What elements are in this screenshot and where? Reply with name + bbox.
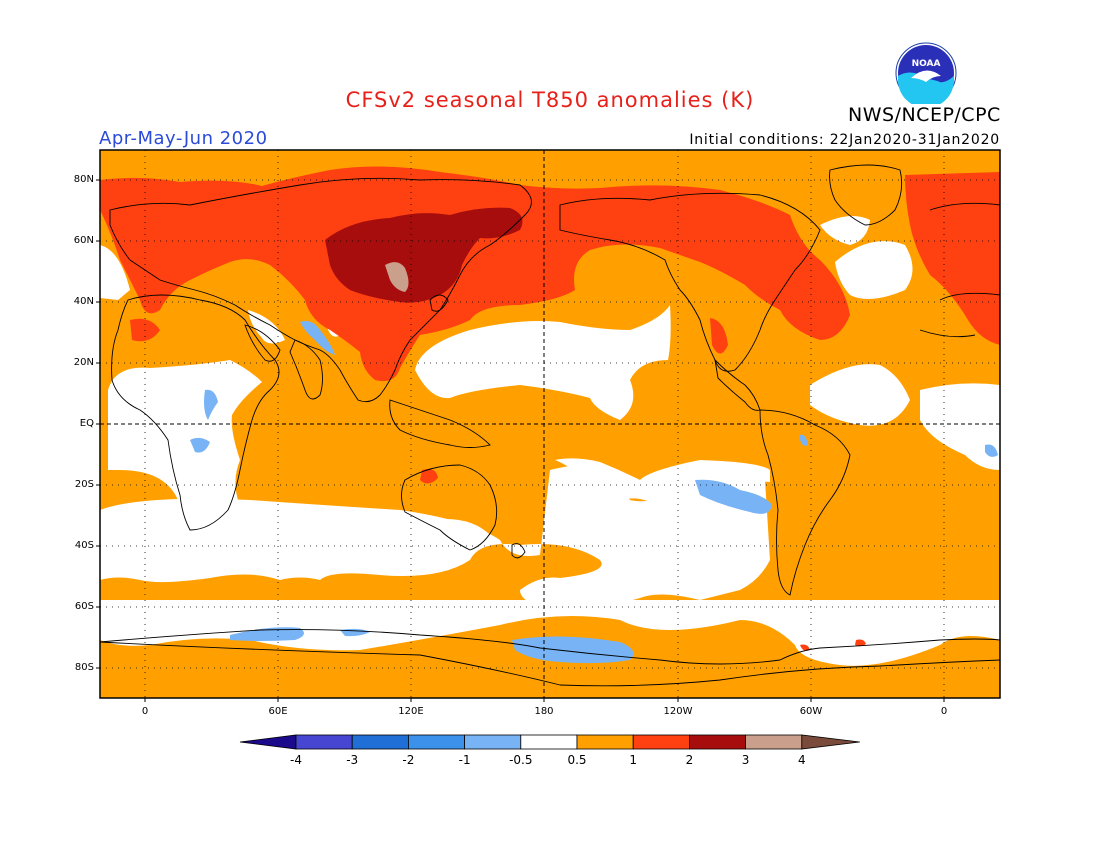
lon-label-180: 180: [534, 706, 554, 717]
graticule: [100, 150, 1000, 698]
colorbar-arrow-low: [239, 734, 297, 750]
colorbar-segment: [520, 734, 578, 750]
axis-ticks: [96, 179, 945, 702]
lat-label-eq: EQ: [79, 418, 94, 429]
noaa-logo-text: NOAA: [912, 59, 941, 69]
initial-conditions-label: Initial conditions: 22Jan2020-31Jan2020: [689, 132, 1000, 148]
colorbar-segment: [632, 734, 690, 750]
colorbar-tick-label: -3: [346, 753, 359, 767]
colorbar-tick-label: 2: [685, 753, 694, 767]
colorbar-tick-label: 0.5: [567, 753, 587, 767]
anomaly-field-cool1: [190, 321, 998, 664]
lat-label-80s: 80S: [74, 662, 94, 673]
colorbar-tick-label: -4: [290, 753, 302, 767]
colorbar-segment: [689, 734, 747, 750]
map-title: CFSv2 seasonal T850 anomalies (K): [345, 88, 755, 112]
colorbar-segment: [464, 734, 522, 750]
lon-label-120e: 120E: [398, 706, 424, 717]
lat-label-80n: 80N: [73, 174, 94, 185]
lon-label-60e: 60E: [268, 706, 288, 717]
colorbar-tick-label: -2: [402, 753, 415, 767]
anomaly-field-warm3: [325, 207, 523, 303]
equator-dateline: [100, 150, 1000, 698]
colorbar-segment: [407, 734, 465, 750]
lat-label-60n: 60N: [73, 235, 94, 246]
colorbar-segment: [576, 734, 634, 750]
coastlines: [100, 164, 1000, 687]
colorbar-tick-label: -1: [458, 753, 471, 767]
colorbar-segment: [351, 734, 409, 750]
lat-label-20n: 20N: [73, 357, 94, 368]
colorbar-tick-label: 1: [629, 753, 637, 767]
colorbar-segment: [295, 734, 353, 750]
colorbar-arrow-high: [801, 734, 860, 750]
lat-label-40n: 40N: [73, 296, 94, 307]
lat-label-60s: 60S: [74, 601, 94, 612]
colorbar-tick-label: 3: [741, 753, 750, 767]
lon-label-60w: 60W: [799, 706, 823, 717]
lon-label-0-west: 0: [141, 706, 149, 717]
neutral-regions: [100, 195, 1000, 666]
colorbar-segment: [745, 734, 803, 750]
lat-label-20s: 20S: [74, 479, 94, 490]
noaa-logo: NOAA: [895, 42, 957, 108]
organization-label: NWS/NCEP/CPC: [848, 104, 1001, 126]
period-label: Apr-May-Jun 2020: [99, 128, 268, 149]
colorbar-tick-label: -0.5: [509, 753, 533, 767]
colorbar-tick-label: 4: [797, 753, 806, 767]
lon-label-0-east: 0: [940, 706, 948, 717]
lon-label-120w: 120W: [663, 706, 693, 717]
lat-label-40s: 40S: [74, 540, 94, 551]
anomaly-field-warm4: [385, 262, 409, 292]
